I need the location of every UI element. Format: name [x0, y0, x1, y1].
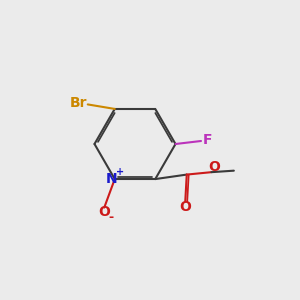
Text: O: O	[208, 160, 220, 174]
Text: -: -	[108, 211, 113, 224]
Text: F: F	[203, 133, 212, 146]
Text: N: N	[105, 172, 117, 186]
Text: O: O	[179, 200, 191, 214]
Text: O: O	[98, 205, 110, 219]
Text: Br: Br	[69, 96, 87, 110]
Text: +: +	[116, 167, 124, 178]
